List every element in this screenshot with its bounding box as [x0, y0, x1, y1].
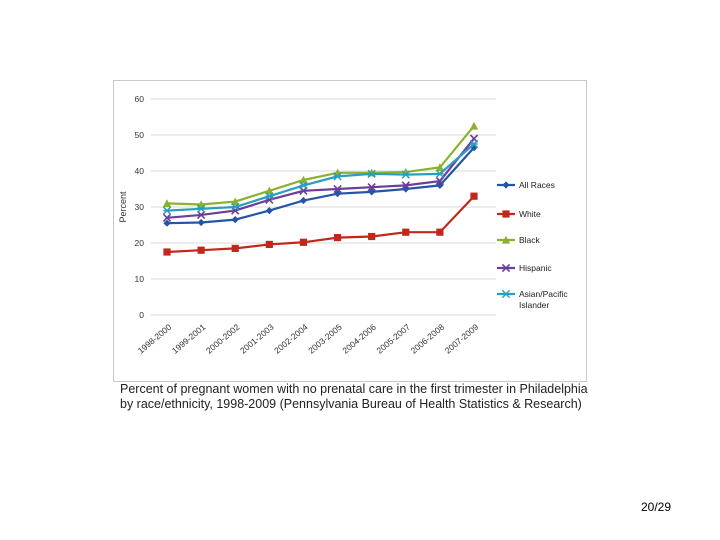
data-point	[163, 219, 171, 227]
y-axis-label: Percent	[118, 191, 128, 223]
data-point	[368, 188, 376, 196]
legend-label: White	[519, 209, 541, 219]
series-line	[166, 146, 475, 225]
data-point	[469, 139, 479, 149]
x-tick-label: 2006-2008	[409, 322, 447, 356]
x-tick-label: 2004-2006	[340, 322, 378, 356]
data-point	[333, 234, 342, 242]
series-line	[166, 137, 475, 219]
figure-caption: Percent of pregnant women with no prenat…	[120, 382, 590, 412]
data-point	[265, 240, 273, 249]
data-point	[163, 248, 171, 256]
y-tick-label: 10	[135, 274, 145, 284]
series-white	[163, 192, 478, 256]
data-point	[265, 207, 273, 215]
data-point	[197, 218, 205, 227]
legend-label: Asian/Pacific	[519, 289, 568, 299]
y-tick-label: 40	[135, 166, 145, 176]
data-point	[231, 197, 240, 206]
chart-frame: 0 10 20 30 40 50 60 Percent 1998-2000 1999-2001…	[113, 80, 587, 382]
data-point	[502, 181, 510, 189]
series-lines	[162, 121, 479, 256]
legend-item-black: Black	[497, 235, 541, 245]
data-point	[501, 289, 511, 299]
y-tick-label: 20	[135, 238, 145, 248]
page-number: 20/29	[641, 500, 672, 514]
data-point	[401, 170, 410, 179]
legend-item-all-races: All Races	[497, 180, 555, 190]
legend-item-hispanic: Hispanic	[497, 263, 552, 273]
data-point	[469, 121, 479, 130]
series-hispanic	[162, 134, 479, 222]
data-point	[470, 192, 478, 200]
x-tick-label: 2000-2002	[204, 322, 242, 356]
y-tick-labels: 0 10 20 30 40 50 60	[135, 94, 145, 320]
legend: All Races White Black Hispanic Asian/Pacific…	[497, 180, 568, 310]
data-point	[436, 228, 444, 236]
x-tick-label: 2003-2005	[306, 322, 344, 356]
data-point	[197, 246, 205, 254]
data-point	[501, 235, 511, 244]
data-point	[196, 210, 206, 220]
data-point	[299, 238, 308, 246]
x-tick-label: 2002-2004	[272, 322, 310, 356]
data-point	[402, 228, 410, 236]
data-point	[333, 184, 342, 194]
data-point	[299, 175, 308, 184]
data-point	[401, 181, 410, 190]
series-line	[166, 195, 475, 254]
y-tick-label: 60	[135, 94, 145, 104]
data-point	[162, 206, 172, 215]
data-point	[368, 232, 376, 241]
data-point	[435, 163, 445, 171]
legend-label: All Races	[519, 180, 555, 190]
x-tick-label: 1999-2001	[170, 322, 208, 356]
x-tick-label: 2005-2007	[374, 322, 412, 356]
data-point	[367, 183, 376, 192]
caption-line-1: Percent of pregnant women with no prenat…	[120, 382, 588, 396]
data-point	[299, 181, 308, 190]
data-point	[367, 169, 376, 179]
data-point	[162, 213, 172, 222]
data-point	[435, 176, 445, 186]
caption-line-2: by race/ethnicity, 1998-2009 (Pennsylvan…	[120, 397, 582, 411]
data-point	[231, 244, 239, 252]
y-tick-label: 0	[139, 310, 144, 320]
data-point	[333, 172, 342, 181]
series-line	[166, 125, 475, 206]
data-point	[501, 263, 511, 273]
data-point	[502, 210, 510, 218]
y-tick-label: 30	[135, 202, 145, 212]
x-tick-label: 2007-2009	[443, 322, 481, 356]
data-point	[435, 169, 445, 179]
data-point	[265, 186, 274, 195]
legend-label: Islander	[519, 300, 549, 310]
data-point	[436, 181, 444, 189]
gridlines	[151, 98, 496, 316]
line-chart: 0 10 20 30 40 50 60 Percent 1998-20001999-2001…	[118, 94, 568, 356]
x-tick-labels: 1998-20001999-20012000-20022001-20032002…	[136, 322, 481, 356]
data-point	[231, 216, 239, 224]
y-tick-label: 50	[135, 130, 145, 140]
legend-label: Hispanic	[519, 263, 552, 273]
x-tick-label: 2001-2003	[238, 322, 276, 356]
data-point	[265, 192, 274, 201]
data-point	[299, 196, 308, 205]
data-point	[231, 202, 240, 212]
x-tick-label: 1998-2000	[136, 322, 174, 356]
data-point	[196, 204, 206, 213]
series-asian-pacific-islander	[162, 139, 479, 215]
data-point	[162, 199, 172, 207]
series-line	[166, 143, 475, 212]
legend-item-white: White	[497, 209, 541, 219]
legend-label: Black	[519, 235, 541, 245]
